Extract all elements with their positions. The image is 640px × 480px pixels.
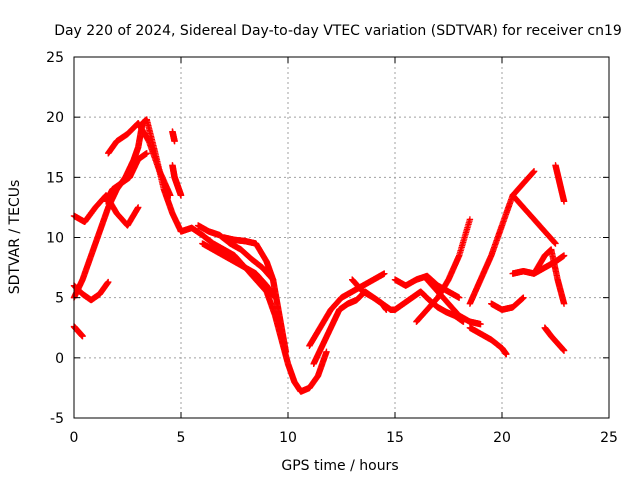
data-point [560,252,568,259]
series-arc-w [509,192,559,247]
series-arc-f [169,162,185,199]
x-axis-label: GPS time / hours [281,458,398,474]
series-arc-b [70,192,142,229]
data-point [323,348,330,356]
data-point [552,240,559,247]
y-axis-label: SDTVAR / TECUs [7,180,23,295]
data-point [560,347,568,354]
x-tick-label: 5 [177,430,186,446]
series-arc-s [423,276,484,328]
series-arc-p [391,272,463,301]
data-points [70,116,568,395]
data-point [177,192,185,199]
series-arc-k [199,240,279,301]
series-arc-y [530,246,568,307]
data-point [560,198,568,205]
y-tick-label: 5 [55,291,64,307]
grid-lines [74,57,609,418]
series-arc-aa [541,324,568,354]
x-tick-label: 15 [386,430,404,446]
x-axis-ticks: 0 5 10 15 20 25 [70,57,618,446]
data-point [530,168,538,175]
y-tick-label: 20 [46,110,64,126]
series-arc-h [102,150,150,205]
series-arc-l [220,234,290,356]
data-point [171,138,178,145]
series-arc-u [466,168,538,307]
series-arc-g [169,128,178,145]
x-tick-label: 20 [493,430,511,446]
series-arc-m [306,270,388,349]
x-tick-label: 25 [600,430,618,446]
y-tick-label: 15 [46,170,64,186]
data-point [79,332,86,340]
y-tick-label: 25 [46,50,64,66]
data-point [167,192,174,199]
series-arc-c [105,119,174,199]
series-arc-z [552,162,568,205]
data-point [135,204,142,211]
y-tick-label: 0 [55,351,64,367]
data-point [105,278,112,286]
y-axis-ticks: -5 0 5 10 15 20 25 [46,50,609,427]
data-point [520,294,527,301]
series-arc-d [70,278,112,304]
series-arc-e [70,323,86,340]
data-point [282,348,290,356]
data-point [560,300,568,307]
series-arc-i [177,224,330,395]
y-tick-label: 10 [46,231,64,247]
x-tick-label: 10 [279,430,297,446]
x-tick-label: 0 [70,430,79,446]
series-arc-a [70,116,185,301]
data-point [143,150,150,157]
data-point [503,351,510,358]
data-point [477,320,484,328]
series-arc-t [466,324,510,358]
chart-title: Day 220 of 2024, Sidereal Day-to-day VTE… [54,23,622,39]
data-point [466,216,474,223]
series-arc-v [488,294,527,313]
data-point [456,294,463,301]
data-point [381,270,388,277]
y-tick-label: -5 [50,411,64,427]
